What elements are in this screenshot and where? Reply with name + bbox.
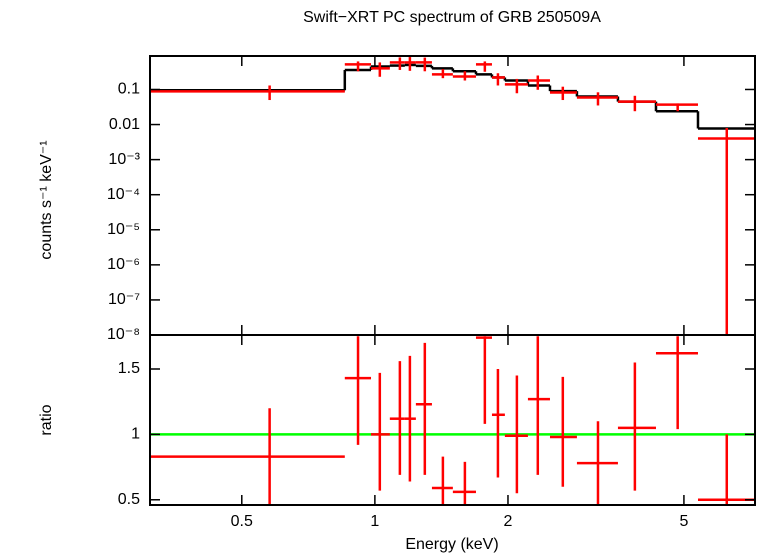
axes: 0.1 0.01 10⁻³ 10⁻⁴ 10⁻⁵ 10⁻⁶ 10⁻⁷ 10⁻⁸ 0.5 1 1.5 0.… [107,56,755,530]
x-tick-label: 0.5 [231,513,253,530]
y-tick-label: 10⁻⁷ [108,291,140,308]
y-tick-label: 0.01 [109,116,140,133]
x-tick-label: 5 [679,513,688,530]
y-tick-label: 10⁻⁴ [107,186,140,203]
ratio-plot [150,336,755,505]
x-axis-label: Energy (keV) [405,536,498,553]
x-tick-label: 1 [370,513,379,530]
bottom-frame [149,334,756,506]
y-tick-label: 1 [131,426,140,443]
y-tick-label: 10⁻⁸ [107,326,140,343]
y-tick-label: 0.1 [118,81,140,98]
y-tick-label: 0.5 [118,491,140,508]
spectrum-plot [150,57,755,335]
y-tick-label: 10⁻⁵ [107,221,140,238]
top-frame [149,55,756,336]
y-tick-label: 10⁻³ [108,151,140,168]
chart-title: Swift−XRT PC spectrum of GRB 250509A [303,9,601,26]
y-axis-label: ratio [38,404,55,435]
y-tick-label: 1.5 [118,360,140,377]
model-riser [343,64,700,129]
y-tick-label: 10⁻⁶ [107,256,140,273]
y-axis-label: counts s⁻¹ keV⁻¹ [38,140,55,259]
x-tick-label: 2 [504,513,513,530]
